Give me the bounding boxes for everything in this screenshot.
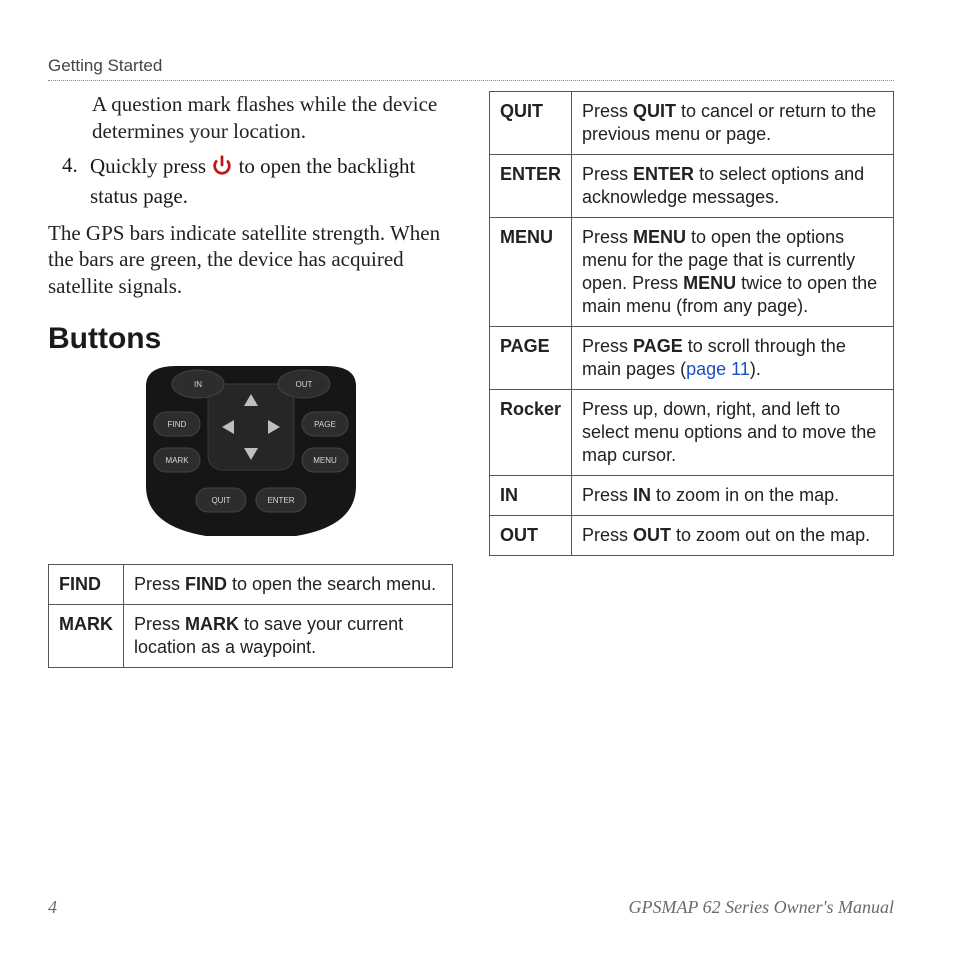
desc-cell: Press FIND to open the search menu. (124, 565, 453, 605)
device-label-in: IN (194, 380, 202, 389)
key-cell: FIND (49, 565, 124, 605)
step-4: 4. Quickly press to open the backlight s… (48, 153, 453, 210)
desc-pre: Press (582, 336, 633, 356)
buttons-table-left: FIND Press FIND to open the search menu.… (48, 564, 453, 668)
device-label-quit: QUIT (211, 496, 230, 505)
buttons-heading: Buttons (48, 322, 453, 356)
device-figure: IN OUT FIND PAGE MARK MENU QUIT ENTER (48, 366, 453, 546)
desc-cell: Press MENU to open the options menu for … (572, 218, 894, 327)
device-label-page: PAGE (314, 420, 336, 429)
desc-pre: Press (134, 614, 185, 634)
gps-paragraph: The GPS bars indicate satellite strength… (48, 220, 453, 301)
device-label-enter: ENTER (267, 496, 294, 505)
page-footer: 4 GPSMAP 62 Series Owner's Manual (48, 897, 894, 918)
device-label-find: FIND (167, 420, 186, 429)
buttons-table-right: QUIT Press QUIT to cancel or return to t… (489, 91, 894, 556)
desc-cell: Press QUIT to cancel or return to the pr… (572, 92, 894, 155)
desc-pre: Press (582, 164, 633, 184)
table-row: ENTER Press ENTER to select options and … (490, 155, 894, 218)
desc-bold: MARK (185, 614, 239, 634)
device-label-menu: MENU (313, 456, 337, 465)
page-number: 4 (48, 897, 57, 918)
desc-pre: Press (134, 574, 185, 594)
key-cell: MENU (490, 218, 572, 327)
desc-bold: ENTER (633, 164, 694, 184)
desc-pre: Press (582, 101, 633, 121)
table-row: MARK Press MARK to save your current loc… (49, 605, 453, 668)
two-column-layout: A question mark flashes while the device… (48, 91, 894, 668)
desc-cell: Press MARK to save your current location… (124, 605, 453, 668)
key-cell: Rocker (490, 390, 572, 476)
step-number: 4. (62, 153, 80, 210)
table-row: Rocker Press up, down, right, and left t… (490, 390, 894, 476)
page-link[interactable]: page 11 (686, 359, 750, 379)
intro-indented-text: A question mark flashes while the device… (48, 91, 453, 145)
table-row: MENU Press MENU to open the options menu… (490, 218, 894, 327)
key-cell: IN (490, 476, 572, 516)
key-cell: ENTER (490, 155, 572, 218)
desc-cell: Press IN to zoom in on the map. (572, 476, 894, 516)
desc-bold: IN (633, 485, 651, 505)
desc-post: to zoom out on the map. (671, 525, 870, 545)
key-cell: OUT (490, 516, 572, 556)
device-label-out: OUT (295, 380, 312, 389)
key-cell: MARK (49, 605, 124, 668)
desc-post: to open the search menu. (227, 574, 436, 594)
right-column: QUIT Press QUIT to cancel or return to t… (489, 91, 894, 556)
desc-cell: Press ENTER to select options and acknow… (572, 155, 894, 218)
desc-bold: OUT (633, 525, 671, 545)
device-label-mark: MARK (165, 456, 189, 465)
step-text-before: Quickly press (90, 154, 211, 178)
power-icon (211, 154, 233, 183)
desc-post: to zoom in on the map. (651, 485, 839, 505)
desc-cell: Press PAGE to scroll through the main pa… (572, 327, 894, 390)
section-header: Getting Started (48, 56, 894, 81)
table-row: QUIT Press QUIT to cancel or return to t… (490, 92, 894, 155)
desc-pre: Press (582, 525, 633, 545)
desc-cell: Press OUT to zoom out on the map. (572, 516, 894, 556)
key-cell: QUIT (490, 92, 572, 155)
desc-postlink: ). (750, 359, 761, 379)
table-row: FIND Press FIND to open the search menu. (49, 565, 453, 605)
desc-bold2: MENU (683, 273, 736, 293)
table-row: IN Press IN to zoom in on the map. (490, 476, 894, 516)
desc-bold: QUIT (633, 101, 676, 121)
left-column: A question mark flashes while the device… (48, 91, 453, 668)
desc-bold: MENU (633, 227, 686, 247)
table-row: PAGE Press PAGE to scroll through the ma… (490, 327, 894, 390)
desc-pre: Press (582, 227, 633, 247)
step-body: Quickly press to open the backlight stat… (90, 153, 453, 210)
key-cell: PAGE (490, 327, 572, 390)
desc-bold: PAGE (633, 336, 683, 356)
desc-pre: Press (582, 485, 633, 505)
table-row: OUT Press OUT to zoom out on the map. (490, 516, 894, 556)
desc-cell: Press up, down, right, and left to selec… (572, 390, 894, 476)
desc-bold: FIND (185, 574, 227, 594)
manual-title: GPSMAP 62 Series Owner's Manual (629, 897, 895, 918)
